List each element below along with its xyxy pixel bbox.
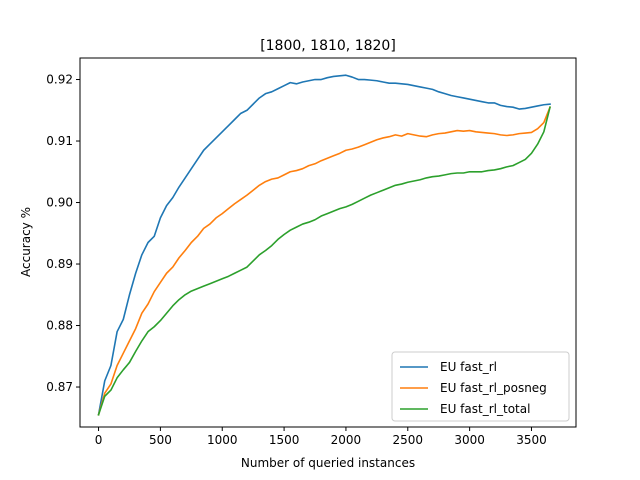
y-tick-label: 0.90	[46, 196, 73, 210]
x-axis: 0 500 1000 1500 2000 2500 3000 3500	[95, 427, 547, 447]
x-tick-label: 3500	[516, 433, 547, 447]
x-tick-label: 2000	[331, 433, 362, 447]
x-tick-label: 1500	[269, 433, 300, 447]
x-tick-label: 3000	[454, 433, 485, 447]
legend-frame	[391, 351, 570, 422]
y-tick-label: 0.91	[46, 134, 73, 148]
y-tick-label: 0.87	[46, 380, 73, 394]
y-axis: 0.87 0.88 0.89 0.90 0.91 0.92	[46, 73, 80, 394]
x-tick-label: 0	[95, 433, 103, 447]
series-line-0	[97, 74, 551, 416]
plot-frame	[79, 57, 577, 428]
legend: EU fast_rl EU fast_rl_posneg EU fast_rl_to…	[391, 351, 570, 422]
legend-label-0: EU fast_rl	[440, 360, 497, 374]
series-layer	[97, 74, 552, 416]
series-line-1	[97, 106, 552, 416]
x-tick-label: 2500	[393, 433, 424, 447]
y-axis-label: Accuracy %	[19, 207, 33, 277]
y-tick-label: 0.88	[46, 319, 73, 333]
series-line-2	[97, 106, 551, 416]
legend-label-1: EU fast_rl_posneg	[440, 381, 547, 395]
y-tick-label: 0.92	[46, 73, 73, 87]
x-axis-label: Number of queried instances	[241, 456, 415, 470]
x-tick-label: 1000	[207, 433, 238, 447]
legend-label-2: EU fast_rl_total	[440, 402, 530, 416]
x-tick-label: 500	[149, 433, 172, 447]
y-tick-label: 0.89	[46, 257, 73, 271]
chart-title: [1800, 1810, 1820]	[260, 38, 396, 54]
